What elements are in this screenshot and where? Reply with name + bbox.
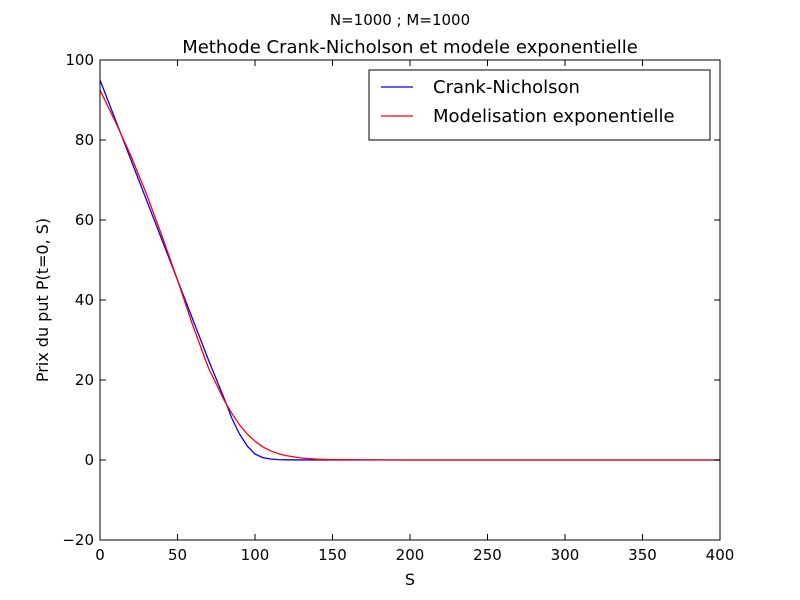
x-tick-label-2: 100 — [241, 546, 270, 564]
legend-box — [368, 69, 711, 141]
y-axis-label: Prix du put P(t=0, S) — [33, 218, 52, 382]
x-tick-label-1: 50 — [168, 546, 187, 564]
series-line-1 — [100, 89, 720, 461]
chart-title: Methode Crank-Nicholson et modele expone… — [182, 37, 638, 58]
x-tick-label-5: 250 — [473, 546, 502, 564]
chart-suptitle: N=1000 ; M=1000 — [330, 11, 470, 29]
y-tick-label-5: 80 — [75, 131, 94, 149]
x-tick-label-6: 300 — [551, 546, 580, 564]
x-tick-label-4: 200 — [396, 546, 425, 564]
y-tick-label-3: 40 — [75, 291, 94, 309]
y-tick-label-1: 0 — [84, 451, 94, 469]
x-tick-label-8: 400 — [706, 546, 735, 564]
x-tick-label-7: 350 — [628, 546, 657, 564]
legend-label-1: Modelisation exponentielle — [433, 106, 675, 127]
y-tick-label-6: 100 — [65, 51, 94, 69]
x-tick-label-0: 0 — [95, 546, 105, 564]
x-tick-label-3: 150 — [318, 546, 347, 564]
x-axis-label: S — [405, 570, 415, 589]
y-tick-label-4: 60 — [75, 211, 94, 229]
legend: Crank-Nicholson Modelisation exponentiell… — [368, 69, 711, 141]
legend-label-0: Crank-Nicholson — [433, 77, 580, 98]
y-tick-label-0: −20 — [62, 531, 94, 549]
y-tick-label-2: 20 — [75, 371, 94, 389]
